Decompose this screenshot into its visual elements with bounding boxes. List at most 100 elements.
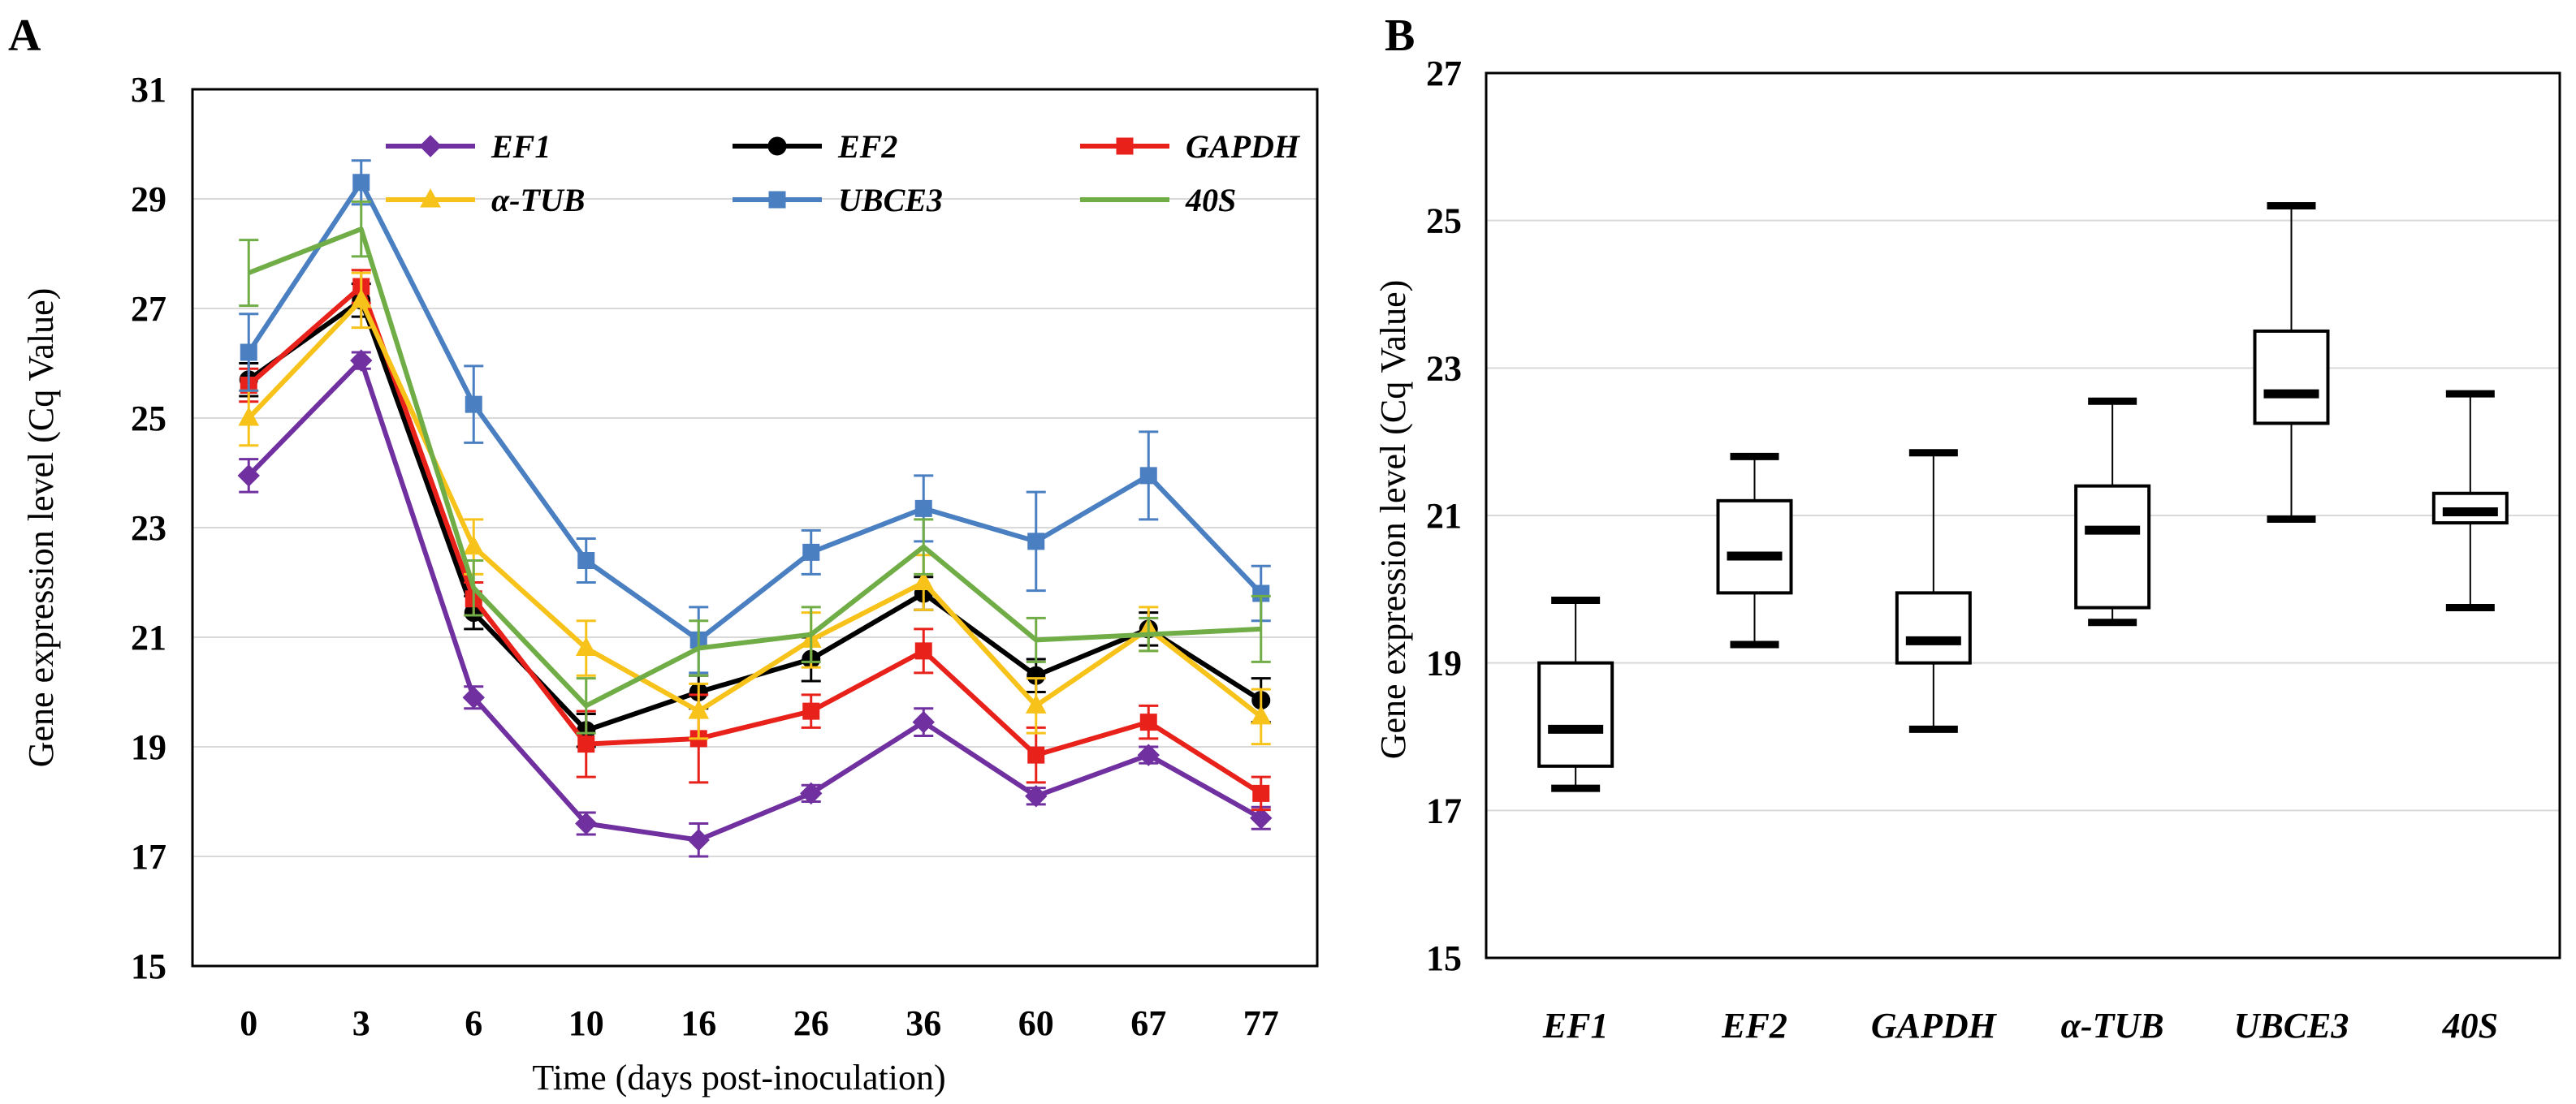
gapdh-point xyxy=(1139,714,1157,731)
box-alpha-tub xyxy=(2074,397,2151,627)
b-y-tick-label: 25 xyxy=(1426,201,1462,241)
a-y-tick-label: 25 xyxy=(131,399,166,438)
a-x-tick-label: 16 xyxy=(681,1003,716,1043)
ef1-point xyxy=(1137,744,1160,766)
ubce3-point xyxy=(465,395,482,413)
legend-marker-ef2 xyxy=(767,136,787,156)
ubce3-point xyxy=(240,343,257,361)
a-x-tick-labels: 0 3 6 10 16 26 36 60 67 77 xyxy=(240,1003,1279,1043)
ef1-point xyxy=(237,464,260,487)
ubce3-point xyxy=(1027,533,1045,550)
alpha-tub-point xyxy=(1250,705,1272,725)
alpha-tub-point xyxy=(688,700,710,719)
b-y-tick-label: 17 xyxy=(1426,791,1462,830)
b-gridlines xyxy=(1486,219,2560,812)
a-y-tick-label: 29 xyxy=(131,179,166,219)
a-series-group xyxy=(237,159,1273,858)
legend-marker-gapdh xyxy=(1116,137,1134,155)
ef1-point xyxy=(462,686,485,709)
ef1-point xyxy=(1250,807,1273,830)
alpha-tub-point xyxy=(1025,694,1047,714)
series-ef1 xyxy=(237,349,1273,858)
a-legend: EF1 EF2 GAPDH α-TUB UBCE3 40S xyxy=(386,128,1301,218)
gapdh-point xyxy=(914,642,932,660)
ef2-line xyxy=(247,297,1263,733)
b-x-tick-label: 40S xyxy=(2442,1006,2498,1046)
gapdh-point xyxy=(577,735,595,753)
alpha-tub-iqr-box xyxy=(2074,484,2151,610)
b-boxes-group xyxy=(1537,202,2509,792)
ubce3-iqr-box xyxy=(2253,329,2330,425)
a-y-tick-label: 15 xyxy=(131,947,166,986)
series-alpha-tub xyxy=(238,271,1272,746)
b-x-tick-label: GAPDH xyxy=(1871,1006,1998,1046)
legend-label-alpha-tub: α-TUB xyxy=(491,182,585,218)
a-x-tick-label: 10 xyxy=(568,1003,604,1043)
b-plot-frame xyxy=(1485,71,2561,960)
panel-label-b: B xyxy=(1385,11,1415,61)
gapdh-line xyxy=(247,284,1263,796)
legend-marker-alpha-tub xyxy=(420,188,441,208)
ef1-point xyxy=(687,829,710,852)
a-y-tick-label: 23 xyxy=(131,508,166,548)
ubce3-point xyxy=(577,552,595,569)
b-y-tick-label: 21 xyxy=(1426,496,1462,536)
a-y-tick-labels: 15 17 19 21 23 25 27 29 31 xyxy=(131,70,166,986)
a-y-tick-label: 31 xyxy=(131,70,166,110)
ef1-point xyxy=(575,812,598,835)
a-x-tick-label: 60 xyxy=(1018,1003,1054,1043)
legend-label-gapdh: GAPDH xyxy=(1186,128,1301,165)
b-x-tick-label: α-TUB xyxy=(2061,1006,2164,1046)
box-gapdh xyxy=(1895,449,1972,733)
ef1-iqr-box xyxy=(1537,661,1614,768)
alpha-tub-point xyxy=(913,571,935,590)
legend-marker-ubce3 xyxy=(768,191,786,209)
gapdh-point xyxy=(1027,746,1045,764)
series-gapdh xyxy=(239,269,1271,812)
ef1-point xyxy=(350,349,373,372)
series-ubce3 xyxy=(239,159,1271,675)
ef1-point xyxy=(912,710,935,734)
40s-line xyxy=(248,226,1261,709)
alpha-tub-point xyxy=(463,535,485,555)
ef1-point xyxy=(800,782,823,805)
a-x-tick-label: 77 xyxy=(1243,1003,1279,1043)
a-y-tick-label: 17 xyxy=(131,837,166,877)
b-y-tick-label: 19 xyxy=(1426,644,1462,684)
ubce3-point xyxy=(352,174,370,192)
box-ef1 xyxy=(1537,596,1614,792)
a-y-tick-label: 27 xyxy=(131,289,166,329)
legend-marker-ef1 xyxy=(419,135,442,157)
legend-label-ef2: EF2 xyxy=(837,128,897,165)
a-y-tick-label: 19 xyxy=(131,727,166,767)
a-x-tick-label: 3 xyxy=(352,1003,370,1043)
b-y-tick-label: 23 xyxy=(1426,348,1462,388)
a-x-axis-title: Time (days post-inoculation) xyxy=(532,1058,945,1098)
ef1-line xyxy=(247,358,1263,843)
a-y-axis-title: Gene expression level (Cq Value) xyxy=(21,288,61,768)
ef1-point xyxy=(1025,785,1048,808)
ubce3-point xyxy=(802,543,820,561)
ubce3-point xyxy=(1139,467,1157,485)
alpha-tub-point xyxy=(350,288,372,308)
b-y-tick-labels: 15 17 19 21 23 25 27 xyxy=(1426,54,1462,978)
a-y-tick-label: 21 xyxy=(131,618,166,658)
series-40s xyxy=(239,200,1271,735)
alpha-tub-point xyxy=(575,636,597,656)
ubce3-line xyxy=(246,179,1263,643)
a-x-tick-label: 0 xyxy=(240,1003,257,1043)
a-x-tick-label: 67 xyxy=(1130,1003,1166,1043)
a-x-tick-label: 6 xyxy=(465,1003,482,1043)
b-y-axis-title: Gene expression level (Cq Value) xyxy=(1373,280,1413,760)
a-x-tick-label: 36 xyxy=(905,1003,941,1043)
gapdh-iqr-box xyxy=(1895,591,1972,665)
alpha-tub-line xyxy=(247,297,1263,719)
b-x-tick-label: UBCE3 xyxy=(2234,1006,2349,1046)
ubce3-point xyxy=(914,499,932,517)
gapdh-point xyxy=(802,702,820,720)
b-x-tick-label: EF2 xyxy=(1721,1006,1787,1046)
legend-label-ubce3: UBCE3 xyxy=(838,182,943,218)
a-x-tick-label: 26 xyxy=(793,1003,829,1043)
